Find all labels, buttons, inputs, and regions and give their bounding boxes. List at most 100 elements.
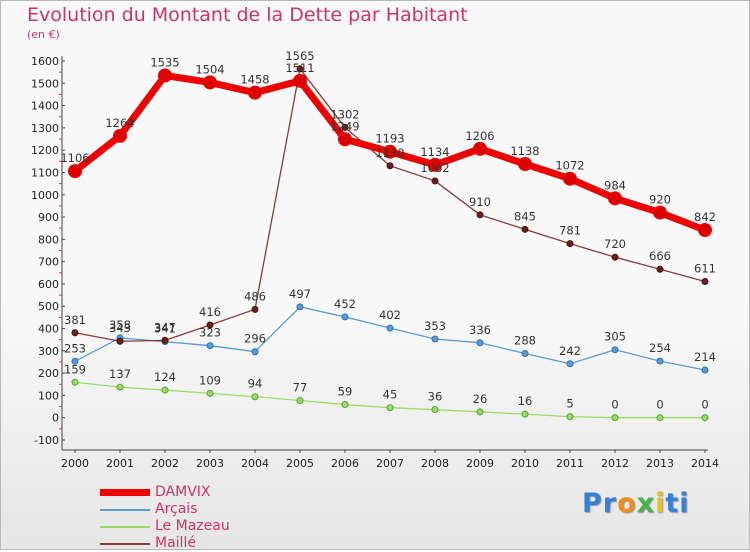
- data-label-maill-: 381: [64, 313, 86, 327]
- data-label-maill-: 845: [514, 209, 536, 223]
- data-point-ar-ais: [521, 349, 529, 357]
- x-tick-label: 2006: [331, 457, 359, 470]
- data-label-ar-ais: 497: [289, 287, 311, 301]
- data-label-le-mazeau: 159: [64, 362, 86, 376]
- data-point-maill-: [701, 277, 709, 285]
- data-point-ar-ais: [341, 313, 349, 321]
- y-tick-label: 900: [38, 211, 59, 224]
- data-label-le-mazeau: 0: [611, 398, 618, 412]
- data-point-ar-ais: [206, 342, 214, 350]
- x-tick-label: 2001: [106, 457, 134, 470]
- data-label-damvix: 1264: [105, 116, 134, 130]
- data-point-ar-ais: [251, 348, 259, 356]
- legend-swatch: [100, 543, 150, 545]
- data-point-damvix: [248, 85, 262, 100]
- data-label-le-mazeau: 94: [248, 377, 263, 391]
- logo-letter: r: [602, 488, 618, 519]
- data-point-damvix: [383, 144, 397, 159]
- data-point-damvix: [293, 73, 307, 88]
- data-point-le-mazeau: [656, 414, 664, 422]
- data-point-damvix: [608, 191, 622, 206]
- y-tick-label: 1100: [31, 166, 59, 179]
- data-point-damvix: [68, 164, 82, 179]
- x-tick-label: 2003: [196, 457, 224, 470]
- data-label-damvix: 842: [694, 210, 716, 224]
- data-point-le-mazeau: [296, 397, 304, 405]
- y-tick-label: 400: [38, 323, 59, 336]
- logo-letter: P: [582, 488, 603, 519]
- data-point-maill-: [251, 305, 259, 313]
- data-point-damvix: [158, 68, 172, 83]
- data-label-damvix: 1134: [420, 145, 449, 159]
- legend-item-maill-: Maillé: [100, 535, 300, 552]
- data-point-maill-: [476, 211, 484, 219]
- logo-letter: i: [679, 488, 690, 519]
- data-label-maill-: 1062: [420, 161, 449, 175]
- y-tick-label: 1300: [31, 122, 59, 135]
- data-label-damvix: 1106: [60, 151, 89, 165]
- data-point-ar-ais: [656, 357, 664, 365]
- data-point-maill-: [611, 253, 619, 261]
- legend-swatch: [100, 509, 150, 511]
- data-point-ar-ais: [566, 360, 574, 368]
- data-label-ar-ais: 296: [244, 332, 266, 346]
- data-label-maill-: 720: [604, 237, 626, 251]
- legend-swatch: [100, 526, 150, 528]
- data-label-ar-ais: 341: [154, 322, 176, 336]
- data-label-ar-ais: 452: [334, 297, 356, 311]
- data-point-maill-: [296, 65, 304, 73]
- x-tick-label: 2013: [646, 457, 674, 470]
- data-point-maill-: [161, 336, 169, 344]
- data-point-le-mazeau: [611, 414, 619, 422]
- data-label-le-mazeau: 5: [566, 397, 573, 411]
- data-point-damvix: [518, 156, 532, 171]
- y-tick-label: 1400: [31, 100, 59, 113]
- logo-letter: x: [636, 488, 656, 519]
- y-tick-label: 1500: [31, 77, 59, 90]
- logo-letter: o: [617, 488, 637, 519]
- data-point-ar-ais: [431, 335, 439, 343]
- data-label-maill-: 486: [244, 289, 266, 303]
- data-point-ar-ais: [386, 324, 394, 332]
- data-label-le-mazeau: 137: [109, 367, 131, 381]
- data-label-ar-ais: 323: [199, 326, 221, 340]
- y-tick-label: 0: [52, 412, 59, 425]
- x-tick-label: 2009: [466, 457, 494, 470]
- data-label-damvix: 1504: [195, 62, 224, 76]
- data-label-ar-ais: 336: [469, 323, 491, 337]
- data-point-damvix: [563, 171, 577, 186]
- data-label-damvix: 1458: [240, 73, 269, 87]
- data-point-ar-ais: [476, 339, 484, 347]
- data-point-le-mazeau: [386, 404, 394, 412]
- data-label-maill-: 1565: [285, 49, 314, 63]
- x-tick-label: 2002: [151, 457, 179, 470]
- data-label-maill-: 343: [109, 321, 131, 335]
- data-point-maill-: [431, 177, 439, 185]
- y-tick-label: 300: [38, 345, 59, 358]
- data-point-le-mazeau: [476, 408, 484, 416]
- legend: DAMVIX Arçais Le Mazeau Maillé: [100, 484, 300, 552]
- legend-swatch: [100, 489, 150, 496]
- data-label-damvix: 1138: [510, 144, 539, 158]
- y-tick-label: 500: [38, 300, 59, 313]
- data-label-maill-: 1302: [330, 107, 359, 121]
- legend-label: Arçais: [155, 501, 198, 517]
- data-label-ar-ais: 353: [424, 319, 446, 333]
- y-unit-label: (en €): [27, 28, 60, 41]
- chart-title: Evolution du Montant de la Dette par Hab…: [27, 4, 468, 26]
- data-point-damvix: [473, 141, 487, 156]
- x-tick-label: 2005: [286, 457, 314, 470]
- data-label-maill-: 1130: [375, 146, 404, 160]
- series-line-maill-: [74, 68, 706, 342]
- data-label-le-mazeau: 124: [154, 370, 176, 384]
- data-point-le-mazeau: [161, 386, 169, 394]
- data-point-maill-: [386, 162, 394, 170]
- data-label-damvix: 1249: [330, 119, 359, 133]
- data-label-ar-ais: 305: [604, 330, 626, 344]
- data-label-ar-ais: 358: [109, 318, 131, 332]
- data-point-le-mazeau: [206, 389, 214, 397]
- x-tick-label: 2012: [601, 457, 629, 470]
- data-point-maill-: [71, 329, 79, 337]
